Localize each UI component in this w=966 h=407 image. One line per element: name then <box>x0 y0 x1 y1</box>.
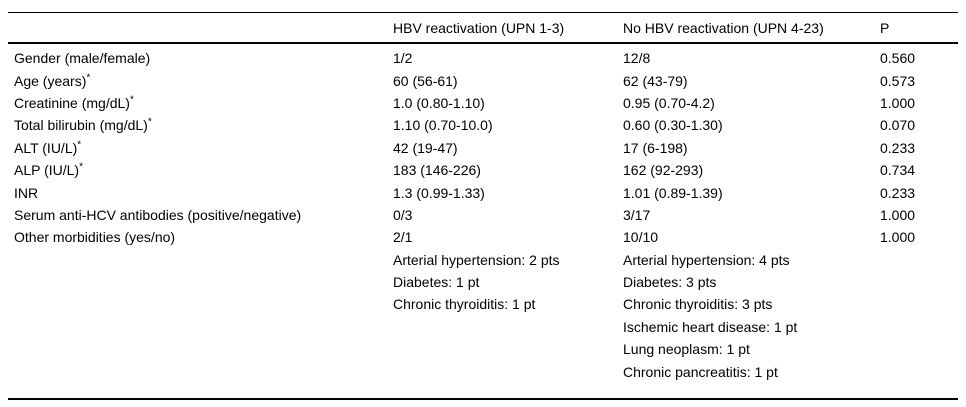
cell-p-value: 1.000 <box>880 94 916 111</box>
empty-cell <box>874 249 958 271</box>
morbidity-detail-row: Chronic pancreatitis: 1 pt <box>8 360 958 398</box>
morbidity-detail-row: Ischemic heart disease: 1 pt <box>8 316 958 338</box>
cell-hbv-detail <box>387 360 617 398</box>
cell-no-hbv: 62 (43-79) <box>623 72 688 89</box>
empty-cell <box>874 360 958 398</box>
asterisk-marker: * <box>129 94 134 106</box>
morbidity-detail-row: Arterial hypertension: 2 pts Arterial hy… <box>8 249 958 271</box>
row-label-cell: Serum anti-HCV antibodies (positive/nega… <box>8 204 387 226</box>
row-label-cell: Other morbidities (yes/no) <box>8 226 387 248</box>
row-label-cell: INR <box>8 181 387 203</box>
cell-hbv: 1.3 (0.99-1.33) <box>393 184 485 201</box>
cell-hbv: 183 (146-226) <box>393 162 481 179</box>
table-row-inr: INR 1.3 (0.99-1.33) 1.01 (0.89-1.39) 0.2… <box>8 181 958 203</box>
empty-cell <box>8 316 387 338</box>
cell-hbv-detail: Chronic thyroiditis: 1 pt <box>393 296 536 313</box>
row-label: INR <box>14 184 39 201</box>
asterisk-marker: * <box>86 71 91 83</box>
cell-hbv: 60 (56-61) <box>393 72 458 89</box>
morbidity-detail-row: Diabetes: 1 pt Diabetes: 3 pts <box>8 271 958 293</box>
cell-hbv: 1.0 (0.80-1.10) <box>393 94 485 111</box>
row-label: Serum anti-HCV antibodies (positive/nega… <box>14 206 302 223</box>
asterisk-marker: * <box>147 116 152 128</box>
cell-hbv-detail <box>387 338 617 360</box>
cell-p-value: 0.233 <box>880 139 916 156</box>
cell-p-value: 1.000 <box>880 206 916 223</box>
empty-cell <box>8 271 387 293</box>
table-row-age: Age (years)* 60 (56-61) 62 (43-79) 0.573 <box>8 69 958 91</box>
row-label: Gender (male/female) <box>14 50 151 67</box>
table-row-alp: ALP (IU/L)* 183 (146-226) 162 (92-293) 0… <box>8 159 958 181</box>
empty-cell <box>874 316 958 338</box>
cell-no-hbv-detail: Ischemic heart disease: 1 pt <box>623 318 798 335</box>
row-label-cell: ALP (IU/L)* <box>8 159 387 181</box>
cell-no-hbv-detail: Chronic thyroiditis: 3 pts <box>623 296 773 313</box>
row-label: ALT (IU/L) <box>14 139 78 156</box>
empty-cell <box>8 360 387 398</box>
cell-no-hbv-detail: Chronic pancreatitis: 1 pt <box>623 363 778 380</box>
table-row-other-morbidities: Other morbidities (yes/no) 2/1 10/10 1.0… <box>8 226 958 248</box>
empty-cell <box>8 249 387 271</box>
column-header-p-value: P <box>874 12 958 44</box>
cell-no-hbv: 162 (92-293) <box>623 162 704 179</box>
cell-no-hbv: 17 (6-198) <box>623 139 688 156</box>
row-label-cell: Age (years)* <box>8 69 387 91</box>
cell-p-value: 0.070 <box>880 117 916 134</box>
table-row-gender: Gender (male/female) 1/2 12/8 0.560 <box>8 43 958 69</box>
row-label-cell: Total bilirubin (mg/dL)* <box>8 114 387 136</box>
cell-no-hbv: 3/17 <box>623 206 651 223</box>
table-row-serum-anti-hcv: Serum anti-HCV antibodies (positive/nega… <box>8 204 958 226</box>
cell-hbv: 1.10 (0.70-10.0) <box>393 117 493 134</box>
cell-hbv: 2/1 <box>393 229 413 246</box>
empty-cell <box>874 293 958 315</box>
cell-hbv-detail: Arterial hypertension: 2 pts <box>393 251 560 268</box>
row-label: Total bilirubin (mg/dL) <box>14 117 148 134</box>
cell-no-hbv: 0.95 (0.70-4.2) <box>623 94 715 111</box>
cell-no-hbv-detail: Lung neoplasm: 1 pt <box>623 341 750 358</box>
row-label: Creatinine (mg/dL) <box>14 94 130 111</box>
column-header-empty <box>8 12 387 44</box>
cell-hbv: 1/2 <box>393 50 413 67</box>
comparison-table: HBV reactivation (UPN 1-3) No HBV reacti… <box>8 12 958 400</box>
cell-no-hbv-detail: Arterial hypertension: 4 pts <box>623 251 790 268</box>
row-label: Age (years) <box>14 72 87 89</box>
cell-no-hbv: 12/8 <box>623 50 651 67</box>
empty-cell <box>8 293 387 315</box>
cell-no-hbv-detail: Diabetes: 3 pts <box>623 274 717 291</box>
table-row-total-bilirubin: Total bilirubin (mg/dL)* 1.10 (0.70-10.0… <box>8 114 958 136</box>
cell-no-hbv: 10/10 <box>623 229 659 246</box>
header-row: HBV reactivation (UPN 1-3) No HBV reacti… <box>8 12 958 44</box>
cell-hbv: 42 (19-47) <box>393 139 458 156</box>
asterisk-marker: * <box>77 139 82 151</box>
table-body: Gender (male/female) 1/2 12/8 0.560 Age … <box>8 43 958 399</box>
cell-no-hbv: 0.60 (0.30-1.30) <box>623 117 723 134</box>
cell-p-value: 0.734 <box>880 162 916 179</box>
cell-hbv-detail <box>387 316 617 338</box>
morbidity-detail-row: Chronic thyroiditis: 1 pt Chronic thyroi… <box>8 293 958 315</box>
cell-p-value: 0.573 <box>880 72 916 89</box>
empty-cell <box>874 338 958 360</box>
row-label: Other morbidities (yes/no) <box>14 229 176 246</box>
column-header-no-hbv-reactivation: No HBV reactivation (UPN 4-23) <box>617 12 874 44</box>
column-header-hbv-reactivation: HBV reactivation (UPN 1-3) <box>387 12 617 44</box>
row-label-cell: Creatinine (mg/dL)* <box>8 92 387 114</box>
cell-no-hbv: 1.01 (0.89-1.39) <box>623 184 723 201</box>
row-label-cell: Gender (male/female) <box>8 43 387 69</box>
cell-p-value: 1.000 <box>880 229 916 246</box>
row-label-cell: ALT (IU/L)* <box>8 137 387 159</box>
morbidity-detail-row: Lung neoplasm: 1 pt <box>8 338 958 360</box>
cell-hbv-detail: Diabetes: 1 pt <box>393 274 480 291</box>
table-row-creatinine: Creatinine (mg/dL)* 1.0 (0.80-1.10) 0.95… <box>8 92 958 114</box>
cell-p-value: 0.560 <box>880 50 916 67</box>
empty-cell <box>874 271 958 293</box>
cell-hbv: 0/3 <box>393 206 413 223</box>
table-row-alt: ALT (IU/L)* 42 (19-47) 17 (6-198) 0.233 <box>8 137 958 159</box>
empty-cell <box>8 338 387 360</box>
cell-p-value: 0.233 <box>880 184 916 201</box>
table-header: HBV reactivation (UPN 1-3) No HBV reacti… <box>8 12 958 44</box>
row-label: ALP (IU/L) <box>14 162 80 179</box>
asterisk-marker: * <box>79 161 84 173</box>
